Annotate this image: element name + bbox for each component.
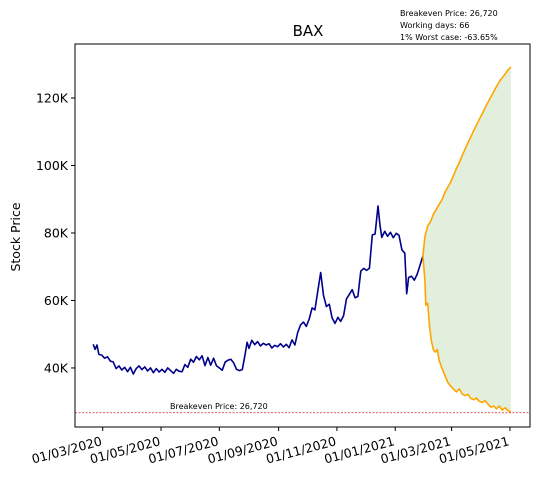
chart-title: BAX (293, 22, 324, 40)
series-layer (75, 66, 530, 414)
plot-frame (74, 43, 531, 428)
projection-band (422, 66, 511, 413)
y-tick-label: 60K (44, 293, 69, 308)
historical-price-line (92, 205, 424, 375)
stats-line-breakeven: Breakeven Price: 26,720 (400, 9, 498, 18)
stats-line-working-days: Working days: 66 (400, 21, 469, 30)
projection-upper-line (422, 66, 512, 256)
y-tick-label: 100K (36, 158, 69, 173)
y-tick-label: 80K (44, 225, 69, 240)
stats-line-worst-case: 1% Worst case: -63.65% (400, 33, 498, 42)
stats-annotation: Breakeven Price: 26,720 Working days: 66… (400, 9, 498, 42)
y-axis-label: Stock Price (8, 202, 23, 271)
y-tick-label: 120K (36, 90, 69, 105)
y-tick-label: 40K (44, 360, 69, 375)
confidence-band-layer (422, 66, 511, 413)
projection-lower-line (422, 255, 512, 413)
breakeven-label: Breakeven Price: 26,720 (170, 402, 268, 411)
